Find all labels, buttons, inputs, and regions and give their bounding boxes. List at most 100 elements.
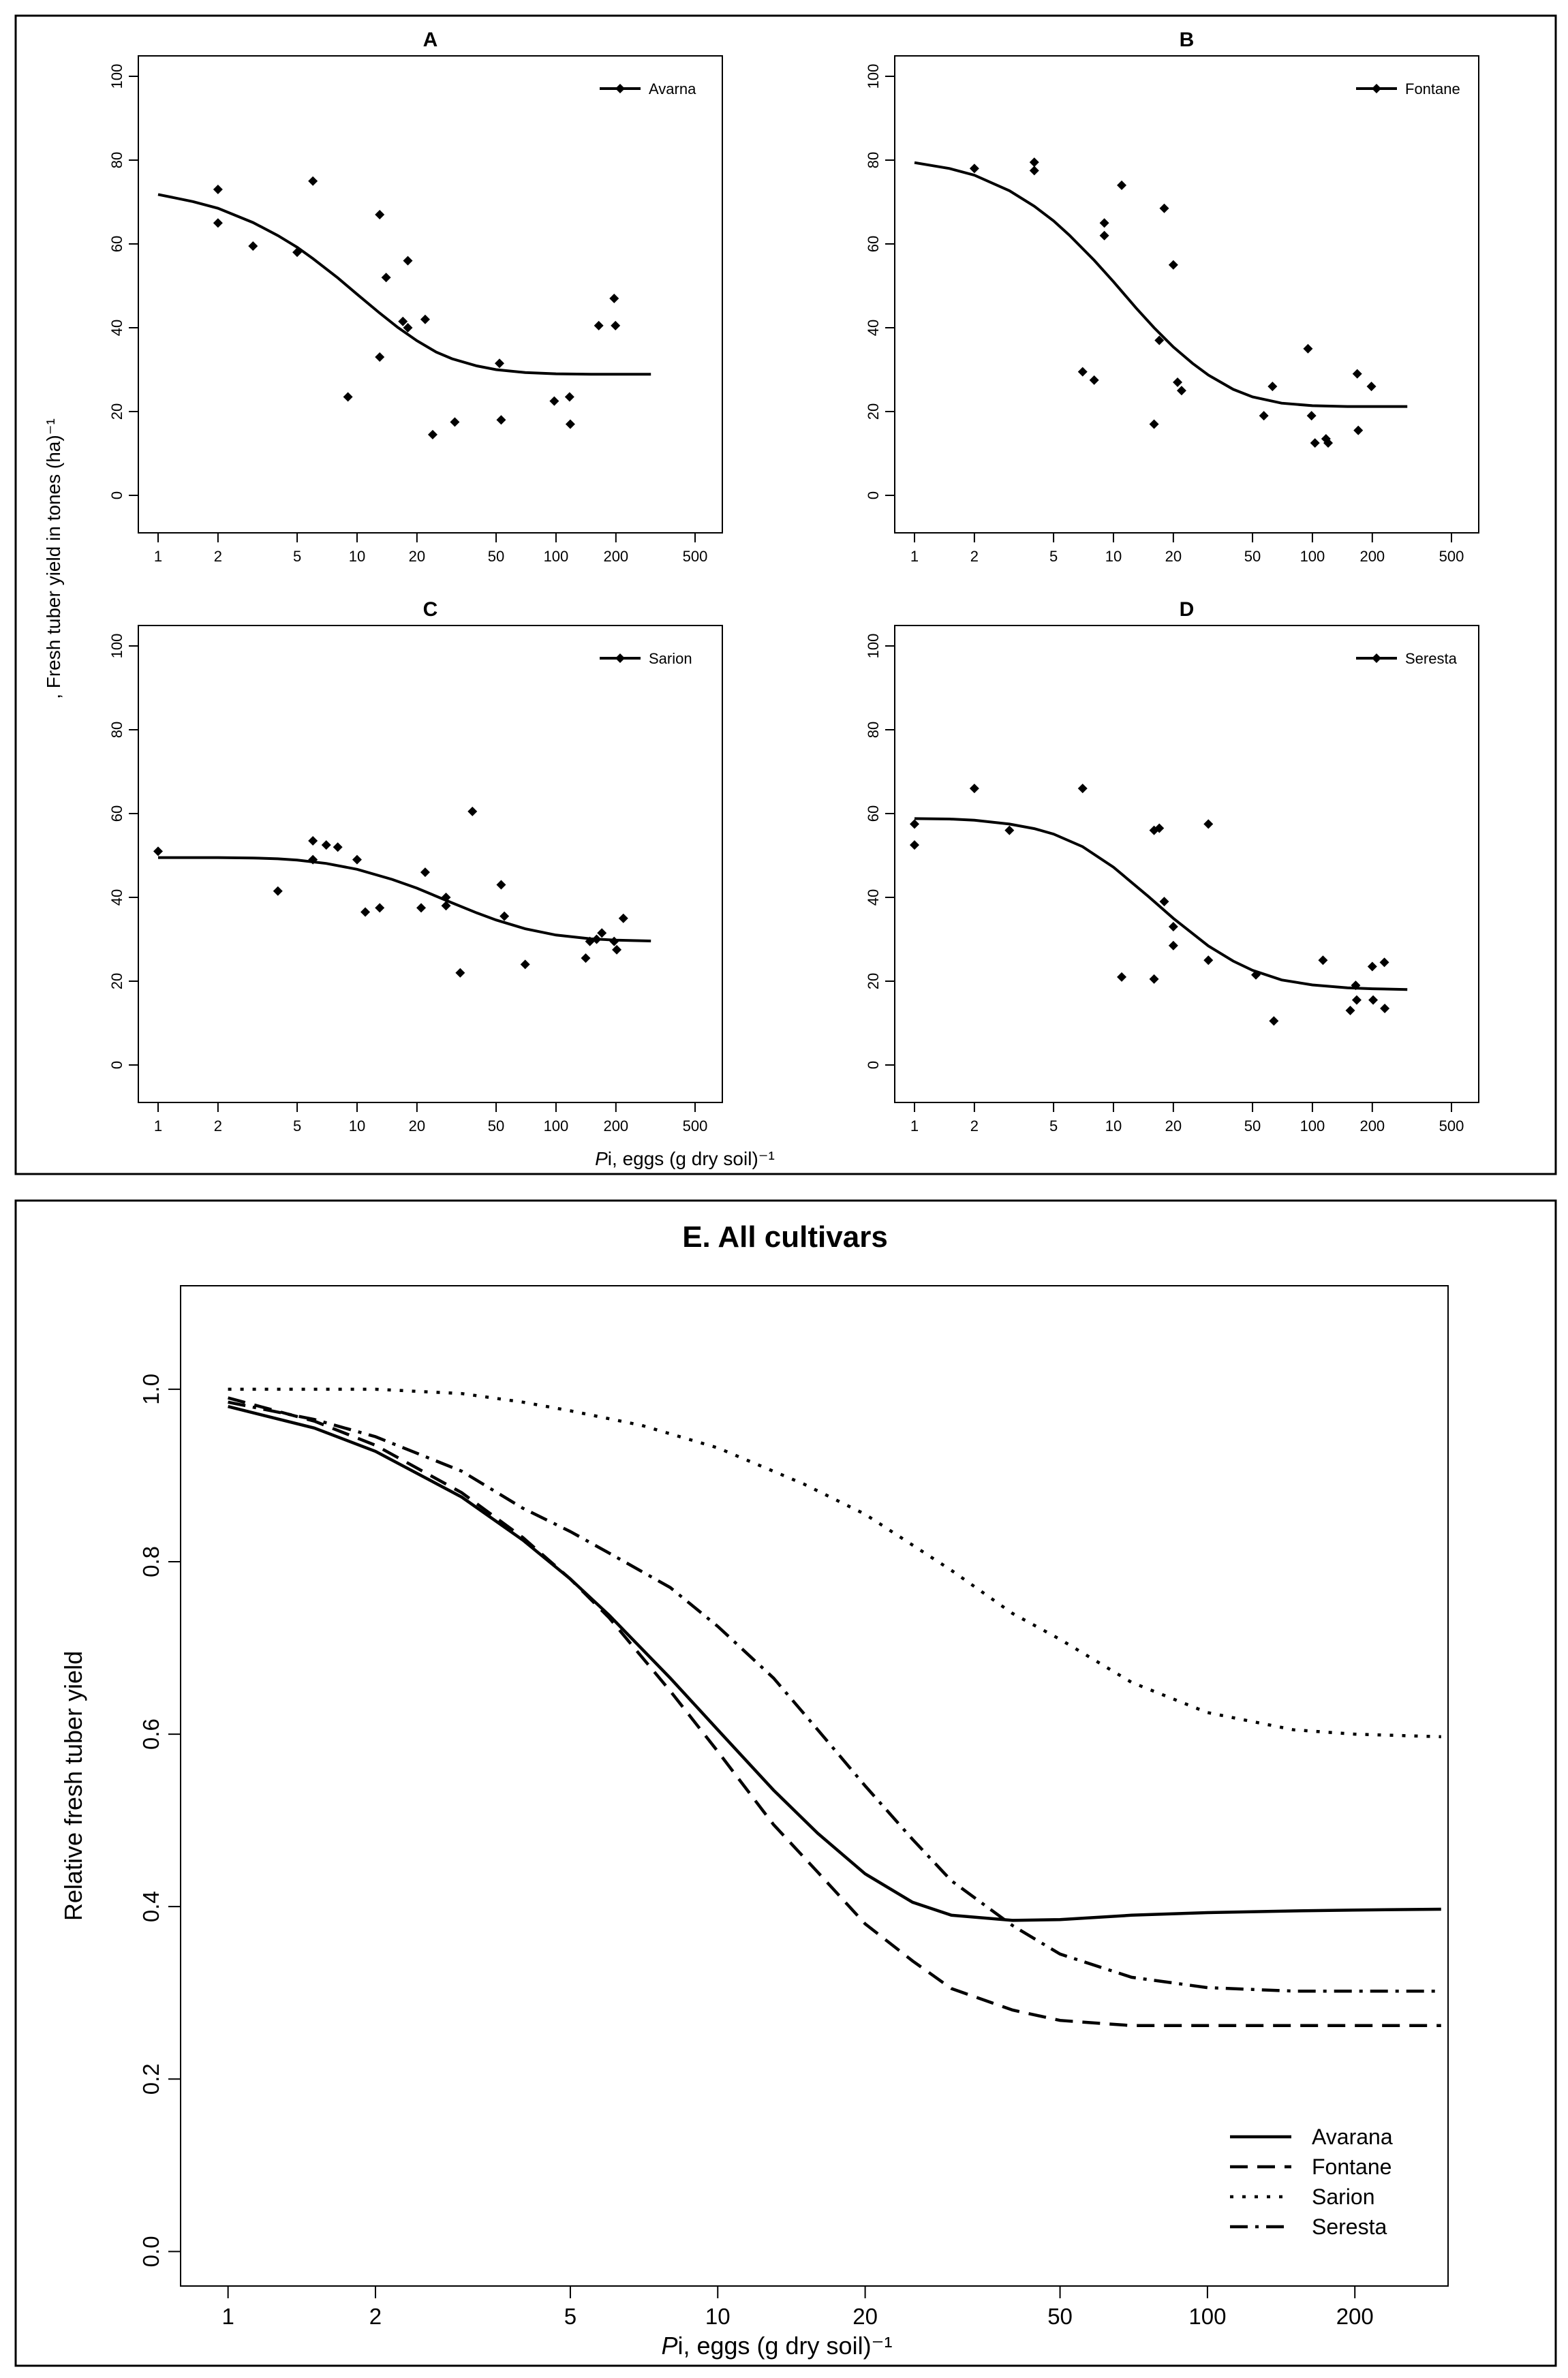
panel-b-data-point [1099, 218, 1109, 228]
panel-e-curve-fontane [228, 1396, 1441, 2028]
panel-a-x-tick-label: 200 [603, 548, 628, 565]
panel-b: B 1 2 5 10 20 50 100 200 500 0 20 40 60 80 100 Fontane [865, 29, 1479, 565]
panel-c-fit-curve [158, 856, 651, 942]
panel-b-data-point [1168, 260, 1178, 270]
panel-b-y-tick-label: 20 [865, 403, 882, 420]
panel-b-data-point [1089, 375, 1099, 385]
panel-e-y-tick-label: 0.4 [138, 1891, 164, 1922]
top-x-axis-label: Pi, eggs (g dry soil)⁻¹ [595, 1148, 775, 1169]
panel-a-data-point [308, 176, 318, 186]
panel-c-data-point [273, 886, 283, 896]
panel-e-y-axis-label: Relative fresh tuber yield [59, 1651, 87, 1921]
panel-e-x-tick-label: 200 [1336, 2304, 1374, 2329]
panel-e-x-tick-label: 1 [221, 2304, 234, 2329]
panel-c-data-point [618, 913, 628, 923]
panel-c-y-tick-label: 80 [108, 722, 125, 738]
panel-e-x-tick-label: 50 [1047, 2304, 1073, 2329]
panel-d-title: D [1180, 598, 1195, 621]
panel-d-data-point [1154, 823, 1165, 833]
panel-a-x-tick-label: 2 [214, 548, 222, 565]
panel-c-title: C [423, 598, 438, 621]
panel-a-y-tick-label: 60 [108, 236, 125, 252]
panel-b-x-tick-label: 20 [1165, 548, 1182, 565]
panel-b-data-point [1323, 438, 1334, 448]
panel-c-x-tick-label: 200 [603, 1117, 628, 1134]
panel-d-data-point [1159, 897, 1169, 907]
panel-d-y-tick-label: 60 [865, 805, 882, 822]
panel-a-x-tick-label: 100 [544, 548, 569, 565]
panel-c-data-point [153, 846, 163, 856]
panel-e-y-tick-label: 0.8 [138, 1546, 164, 1577]
panel-b-x-tick-label: 100 [1300, 548, 1325, 565]
panel-a-x-tick-label: 20 [409, 548, 425, 565]
panel-d-data-point [1077, 784, 1088, 794]
panel-b-y-tick-label: 0 [865, 491, 882, 499]
panel-c-x-tick-label: 20 [409, 1117, 425, 1134]
panel-a-fit-curve [157, 193, 651, 376]
panel-b-data-point [1149, 419, 1159, 429]
panel-b-y-tick-label: 80 [865, 152, 882, 168]
panel-b-data-point [1176, 386, 1186, 396]
panel-b-y-tick-label: 40 [865, 320, 882, 336]
panel-a: A 1 2 5 10 20 50 100 200 500 0 20 40 60 80 100 Avarna [108, 29, 723, 565]
panel-c-data-point [321, 840, 331, 850]
panel-c-x-tick-label: 500 [683, 1117, 708, 1134]
panel-c-x-tick-label: 100 [544, 1117, 569, 1134]
panel-a-data-point [450, 417, 460, 427]
panel-d-data-point [1368, 995, 1379, 1005]
panel-c-data-point [612, 944, 622, 955]
panel-e-y-tick-label: 0.6 [138, 1718, 164, 1750]
e-x-axis-label-rest: i, eggs (g dry soil)⁻¹ [677, 2332, 892, 2360]
panel-b-data-point [1029, 157, 1039, 168]
e-x-axis-label-italic: P [661, 2332, 677, 2360]
panel-c-x-tick-label: 2 [214, 1117, 222, 1134]
panel-c-data-point [420, 867, 430, 878]
panel-b-data-point [1159, 203, 1169, 213]
panel-e-legend-label: Fontane [1312, 2155, 1392, 2179]
panel-d-x-tick-label: 10 [1105, 1117, 1122, 1134]
panel-b-plot-frame [894, 55, 1479, 534]
panel-c-data-point [455, 968, 465, 978]
e-x-axis-label: Pi, eggs (g dry soil)⁻¹ [661, 2332, 892, 2360]
panel-d-plot-frame [894, 625, 1479, 1103]
panel-c-data-point [441, 901, 451, 911]
panel-a-data-point [611, 320, 621, 330]
panel-d-y-tick-label: 0 [865, 1061, 882, 1069]
panel-b-data-point [1352, 369, 1362, 379]
panel-a-x-tick-label: 10 [349, 548, 365, 565]
panel-a-data-point [420, 314, 430, 324]
panel-a-y-tick-label: 100 [108, 64, 125, 89]
panel-d-data-point [1318, 955, 1328, 966]
panel-d-data-point [1345, 1006, 1355, 1016]
panel-c-y-tick-label: 0 [108, 1061, 125, 1069]
panel-b-data-point [1173, 377, 1183, 387]
panel-b-x-tick-label: 1 [910, 548, 919, 565]
panel-b-data-point [1310, 438, 1320, 448]
panel-a-data-point [564, 392, 574, 402]
panel-d-y-tick-label: 40 [865, 889, 882, 906]
panel-c-y-tick-label: 60 [108, 805, 125, 822]
panel-e-plot-frame [180, 1285, 1449, 2287]
panel-b-fit-curve [914, 161, 1408, 408]
panel-a-x-tick-label: 50 [488, 548, 504, 565]
panel-a-data-point [398, 316, 408, 326]
panel-c-y-tick-label: 40 [108, 889, 125, 906]
panel-a-data-point [213, 185, 223, 195]
panel-c-data-point [375, 903, 385, 913]
top-x-axis-label-italic: P [595, 1148, 608, 1169]
panel-a-data-point [213, 218, 223, 228]
panel-c-data-point [520, 959, 530, 970]
panel-e-y-tick-label: 1.0 [138, 1374, 164, 1405]
panel-b-data-point [1099, 230, 1109, 241]
panel-d-x-tick-label: 2 [970, 1117, 979, 1134]
panel-c-data-point [308, 835, 318, 846]
panel-b-data-point [1267, 382, 1278, 392]
top-x-axis-label-rest: i, eggs (g dry soil)⁻¹ [608, 1148, 775, 1169]
panel-b-data-point [1353, 425, 1364, 435]
panel-d-x-tick-label: 100 [1300, 1117, 1325, 1134]
panel-e-x-tick-label: 10 [705, 2304, 731, 2329]
panel-e: E. All cultivars 1 2 5 10 20 50 100 200 0.0 0.2 0.4… [59, 1220, 1449, 2329]
panel-d-data-point [969, 784, 979, 794]
panel-c-data-point [333, 842, 343, 852]
panel-b-y-tick-label: 100 [865, 64, 882, 89]
